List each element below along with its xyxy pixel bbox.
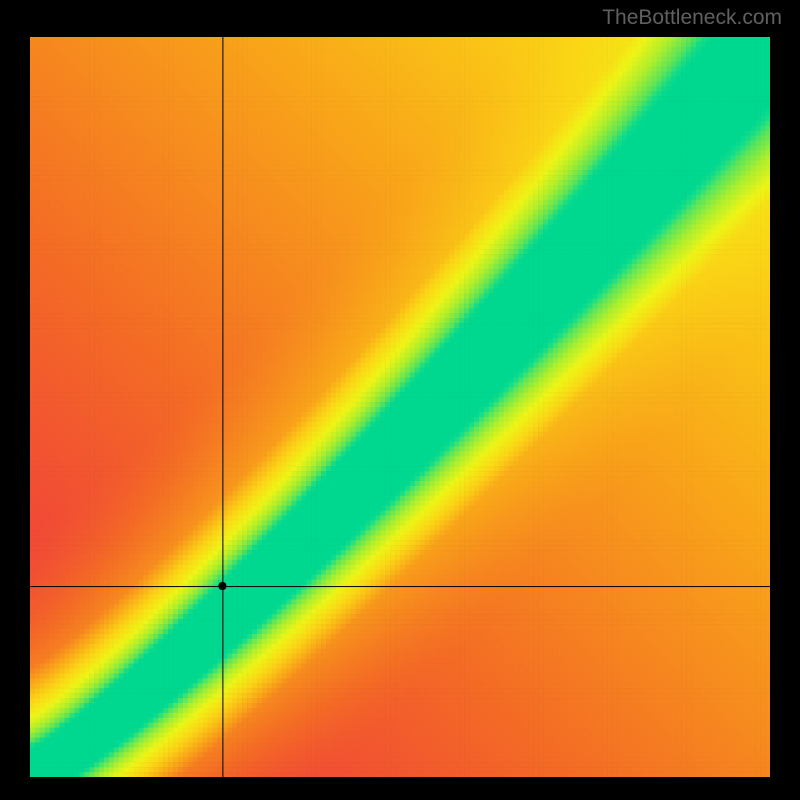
heatmap-plot [30,37,770,777]
watermark-text: TheBottleneck.com [602,6,782,30]
heatmap-canvas [30,37,770,777]
